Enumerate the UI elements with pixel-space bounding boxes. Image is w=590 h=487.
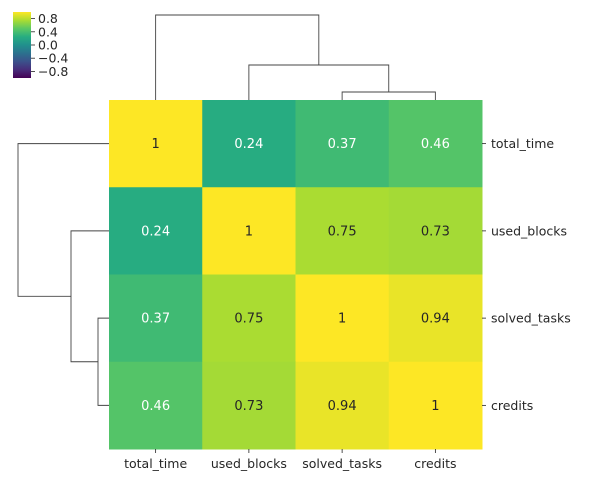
x-tick-label-solved_tasks: solved_tasks — [302, 456, 382, 471]
cell-value-label: 0.75 — [234, 312, 263, 327]
row-dendrogram — [17, 143, 109, 406]
heatmap-cell-credits-credits — [388, 361, 483, 450]
heatmap-cell-labels: 1 0.24 0.37 0.46 0.24 1 0.75 0.73 0.37 0.75 1 0.94 0… — [141, 137, 450, 414]
heatmap-cell-total_time-solved_tasks — [295, 100, 390, 188]
col-dendrogram-link-1 — [248, 64, 390, 100]
colorbar-tick-label: 0.8 — [38, 11, 58, 26]
colorbar-tick-label: 0.4 — [38, 24, 58, 39]
cell-value-label: 1 — [151, 137, 159, 152]
cell-value-label: 0.24 — [141, 224, 170, 239]
y-tick-label-solved_tasks: solved_tasks — [491, 311, 571, 326]
col-dendrogram-link-0 — [341, 91, 436, 100]
cell-value-label: 0.37 — [141, 312, 170, 327]
cell-value-label: 0.46 — [141, 399, 170, 414]
y-tick-label-credits: credits — [491, 398, 533, 413]
heatmap-cells — [109, 100, 483, 450]
heatmap-cell-used_blocks-solved_tasks — [295, 187, 390, 275]
cell-value-label: 0.24 — [234, 137, 263, 152]
colorbar-ticks: 0.80.40.0−0.4−0.8 — [31, 11, 68, 79]
colorbar-tick-label: 0.0 — [38, 38, 58, 53]
heatmap-cell-used_blocks-credits — [388, 187, 483, 275]
cell-value-label: 1 — [245, 224, 253, 239]
row-dendrogram-link-1 — [70, 230, 109, 363]
cell-value-label: 0.94 — [328, 399, 357, 414]
cell-value-label: 0.73 — [421, 224, 450, 239]
x-axis-ticks: total_time used_blocks solved_tasks credits — [124, 449, 457, 471]
y-tick-label-total_time: total_time — [491, 136, 554, 151]
col-dendrogram-link-2 — [155, 14, 320, 100]
column-dendrogram — [155, 14, 436, 100]
x-tick-label-used_blocks: used_blocks — [211, 456, 287, 471]
heatmap-cell-used_blocks-used_blocks — [202, 187, 296, 275]
cell-value-label: 1 — [431, 399, 439, 414]
cell-value-label: 0.73 — [234, 399, 263, 414]
heatmap-cell-credits-solved_tasks — [295, 361, 390, 450]
cell-value-label: 0.46 — [421, 137, 450, 152]
y-tick-label-used_blocks: used_blocks — [491, 223, 567, 238]
colorbar: 0.80.40.0−0.4−0.8 — [13, 11, 68, 79]
cell-value-label: 0.94 — [421, 312, 450, 327]
heatmap-cell-total_time-credits — [388, 100, 483, 188]
heatmap-cell-total_time-used_blocks — [202, 100, 296, 188]
x-tick-label-total_time: total_time — [124, 456, 187, 471]
heatmap-cell-credits-total_time — [109, 361, 203, 450]
heatmap-cell-used_blocks-total_time — [109, 187, 203, 275]
heatmap-cell-total_time-total_time — [109, 100, 203, 188]
heatmap-cell-solved_tasks-used_blocks — [202, 274, 296, 363]
cell-value-label: 1 — [338, 312, 346, 327]
heatmap-cell-credits-used_blocks — [202, 361, 296, 450]
x-tick-label-credits: credits — [414, 456, 456, 471]
colorbar-tick-label: −0.8 — [38, 64, 68, 79]
row-dendrogram-link-2 — [17, 143, 109, 297]
heatmap-cell-solved_tasks-credits — [388, 274, 483, 363]
heatmap-cell-solved_tasks-total_time — [109, 274, 203, 363]
row-dendrogram-link-0 — [97, 317, 109, 406]
colorbar-tick-label: −0.4 — [38, 51, 68, 66]
cell-value-label: 0.75 — [328, 224, 357, 239]
heatmap-cell-solved_tasks-solved_tasks — [295, 274, 390, 363]
colorbar-gradient — [13, 12, 31, 78]
cell-value-label: 0.37 — [328, 137, 357, 152]
